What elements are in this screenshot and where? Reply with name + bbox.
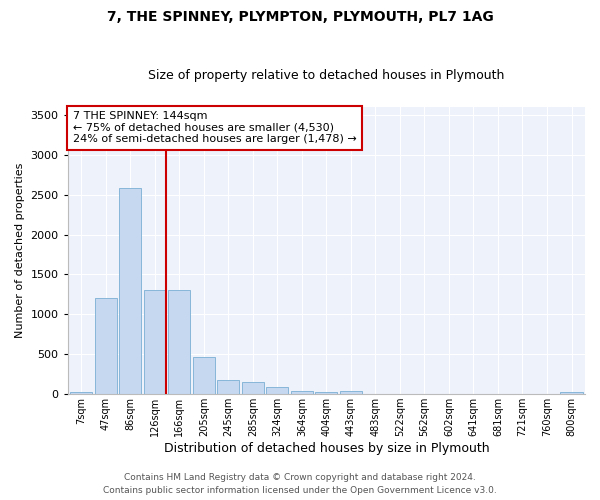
- Bar: [217, 380, 239, 394]
- Text: Contains HM Land Registry data © Crown copyright and database right 2024.
Contai: Contains HM Land Registry data © Crown c…: [103, 474, 497, 495]
- Bar: [560, 392, 583, 394]
- Bar: [70, 392, 92, 394]
- Bar: [242, 382, 264, 394]
- Bar: [291, 390, 313, 394]
- Bar: [168, 290, 190, 394]
- Y-axis label: Number of detached properties: Number of detached properties: [15, 163, 25, 338]
- Bar: [266, 386, 289, 394]
- Text: 7 THE SPINNEY: 144sqm
← 75% of detached houses are smaller (4,530)
24% of semi-d: 7 THE SPINNEY: 144sqm ← 75% of detached …: [73, 111, 356, 144]
- Bar: [144, 290, 166, 394]
- Bar: [193, 356, 215, 394]
- Bar: [340, 390, 362, 394]
- Bar: [316, 392, 337, 394]
- Title: Size of property relative to detached houses in Plymouth: Size of property relative to detached ho…: [148, 69, 505, 82]
- Text: 7, THE SPINNEY, PLYMPTON, PLYMOUTH, PL7 1AG: 7, THE SPINNEY, PLYMPTON, PLYMOUTH, PL7 …: [107, 10, 493, 24]
- X-axis label: Distribution of detached houses by size in Plymouth: Distribution of detached houses by size …: [164, 442, 489, 455]
- Bar: [119, 188, 141, 394]
- Bar: [95, 298, 117, 394]
